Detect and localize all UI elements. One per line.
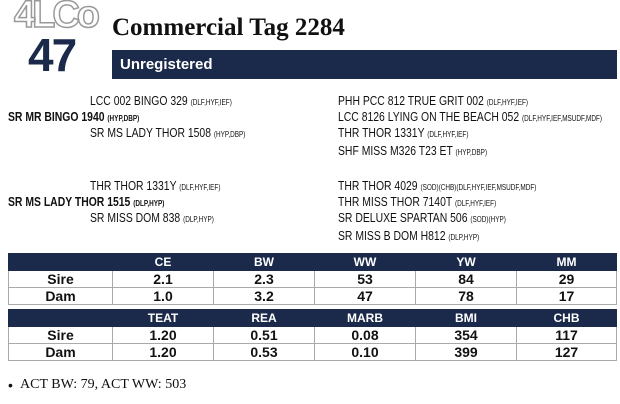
cell: 0.10 xyxy=(314,343,416,361)
header-row: CE BW WW YW MM xyxy=(8,253,617,271)
animal-tags: (SOD)(HYP) xyxy=(470,215,506,224)
animal-tags: (HYP,DBP) xyxy=(107,114,140,123)
animal-name: PHH PCC 812 TRUE GRIT 002 xyxy=(338,93,484,108)
animal-tags: (HYP,DBP) xyxy=(213,130,246,139)
animal-tags: (DLF,HYF,IEF) xyxy=(486,98,528,107)
row-label: Sire xyxy=(8,270,113,288)
pedigree-entry: SR MS LADY THOR 1508 (HYP,DBP) xyxy=(90,125,245,140)
animal-tags: (DLP,HYP) xyxy=(133,199,165,208)
footer-note: ACT BW: 79, ACT WW: 503 xyxy=(20,377,187,392)
header-cell: CE xyxy=(112,253,214,271)
cell: 399 xyxy=(415,343,517,361)
cell: 84 xyxy=(415,270,517,288)
pedigree-entry: SR MS LADY THOR 1515 (DLP,HYP) xyxy=(8,194,164,209)
animal-name: SR MR BINGO 1940 xyxy=(8,109,105,124)
animal-name: SR MS LADY THOR 1515 xyxy=(8,194,131,209)
pedigree-entry: LCC 002 BINGO 329 (DLF,HYF,IEF) xyxy=(90,93,232,108)
pedigree-entry: LCC 8126 LYING ON THE BEACH 052 (DLF,HYF… xyxy=(338,109,602,124)
header-cell xyxy=(8,309,113,327)
header-row: TEAT REA MARB BMI CHB xyxy=(8,309,617,327)
animal-name: SR MISS DOM 838 xyxy=(90,210,181,225)
title: Commercial Tag 2284 xyxy=(112,14,345,41)
header-cell: YW xyxy=(415,253,517,271)
cell: 117 xyxy=(516,326,617,344)
animal-name: THR MISS THOR 7140T xyxy=(338,194,453,209)
animal-name: SR MISS B DOM H812 xyxy=(338,228,446,243)
row-label: Dam xyxy=(8,287,113,305)
pedigree-entry: THR THOR 1331Y (DLF,HYF,IEF) xyxy=(90,178,220,193)
data-row: Sire 1.20 0.51 0.08 354 117 xyxy=(8,326,617,344)
cell: 17 xyxy=(516,287,617,305)
cell: 3.2 xyxy=(213,287,315,305)
animal-name: SR MS LADY THOR 1508 xyxy=(90,125,211,140)
animal-tags: (SOD)(CHB)(DLF,HYF,IEF,MSUDF,MDF) xyxy=(420,183,537,192)
cell: 0.53 xyxy=(213,343,315,361)
data-row: Sire 2.1 2.3 53 84 29 xyxy=(8,270,617,288)
epd-table: CE BW WW YW MM Sire 2.1 2.3 53 84 29 Dam 1.0 3.2 47 78 1… xyxy=(8,253,617,305)
animal-name: THR THOR 1331Y xyxy=(90,178,177,193)
cell: 2.1 xyxy=(112,270,214,288)
pedigree-entry: THR MISS THOR 7140T (DLF,HYF,IEF) xyxy=(338,194,496,209)
cell: 354 xyxy=(415,326,517,344)
animal-tags: (DLF,HYF,IEF) xyxy=(427,130,469,139)
animal-tags: (DLF,HYF,IEF) xyxy=(190,98,232,107)
cell: 127 xyxy=(516,343,617,361)
animal-tags: (DLF,HYF,IEF) xyxy=(179,183,221,192)
header-cell: TEAT xyxy=(112,309,214,327)
animal-name: THR THOR 4029 xyxy=(338,178,418,193)
cell: 47 xyxy=(314,287,416,305)
animal-tags: (DLP,HYP) xyxy=(448,233,480,242)
cell: 78 xyxy=(415,287,517,305)
footer-bullet: • xyxy=(8,377,13,393)
header-cell: REA xyxy=(213,309,315,327)
status-banner: Unregistered xyxy=(112,50,617,79)
cell: 0.08 xyxy=(314,326,416,344)
pedigree-entry: PHH PCC 812 TRUE GRIT 002 (DLF,HYF,IEF) xyxy=(338,93,528,108)
header-cell: BMI xyxy=(415,309,517,327)
row-label: Dam xyxy=(8,343,113,361)
header-cell xyxy=(8,253,113,271)
animal-name: SR DELUXE SPARTAN 506 xyxy=(338,210,468,225)
animal-tags: (DLF,HYF,IEF) xyxy=(454,199,497,208)
animal-tags: (DLF,HYF,IEF,MSUDF,MDF) xyxy=(522,114,603,123)
animal-name: LCC 8126 LYING ON THE BEACH 052 xyxy=(338,109,520,124)
pedigree-entry: THR THOR 4029 (SOD)(CHB)(DLF,HYF,IEF,MSU… xyxy=(338,178,536,193)
animal-name: LCC 002 BINGO 329 xyxy=(90,93,188,108)
pedigree-entry: SR MR BINGO 1940 (HYP,DBP) xyxy=(8,109,139,124)
row-label: Sire xyxy=(8,326,113,344)
pedigree-entry: SR MISS B DOM H812 (DLP,HYP) xyxy=(338,228,479,243)
data-row: Dam 1.0 3.2 47 78 17 xyxy=(8,287,617,305)
animal-tags: (HYP,DBP) xyxy=(455,148,488,157)
animal-tags: (DLP,HYP) xyxy=(183,215,214,224)
header-cell: MARB xyxy=(314,309,416,327)
header-cell: WW xyxy=(314,253,416,271)
data-row: Dam 1.20 0.53 0.10 399 127 xyxy=(8,343,617,361)
epd-table: TEAT REA MARB BMI CHB Sire 1.20 0.51 0.08 354 117 D… xyxy=(8,309,617,361)
cell: 0.51 xyxy=(213,326,315,344)
cell: 1.20 xyxy=(112,326,214,344)
cell: 29 xyxy=(516,270,617,288)
tag-number: 47 xyxy=(28,29,77,81)
cell: 53 xyxy=(314,270,416,288)
pedigree-entry: SR DELUXE SPARTAN 506 (SOD)(HYP) xyxy=(338,210,506,225)
logo: 4LCo xyxy=(13,0,101,37)
cell: 1.20 xyxy=(112,343,214,361)
header-cell: CHB xyxy=(516,309,617,327)
header-cell: BW xyxy=(213,253,315,271)
header-cell: MM xyxy=(516,253,617,271)
animal-name: THR THOR 1331Y xyxy=(338,125,425,140)
pedigree-entry: SHF MISS M326 T23 ET (HYP,DBP) xyxy=(338,143,487,158)
cell: 2.3 xyxy=(213,270,315,288)
pedigree-entry: SR MISS DOM 838 (DLP,HYP) xyxy=(90,210,214,225)
pedigree-entry: THR THOR 1331Y (DLF,HYF,IEF) xyxy=(338,125,468,140)
cell: 1.0 xyxy=(112,287,214,305)
animal-name: SHF MISS M326 T23 ET xyxy=(338,143,453,158)
